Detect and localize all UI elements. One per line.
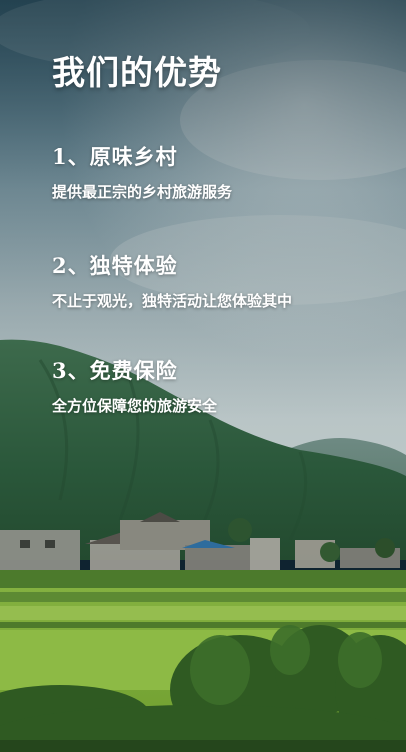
feature-title: 2、独特体验 bbox=[52, 253, 178, 278]
feature-item-unique-experience: 2、独特体验 不止于观光，独特活动让您体验其中 bbox=[52, 250, 392, 311]
feature-title: 3、免费保险 bbox=[52, 358, 178, 383]
page-title: 我们的优势 bbox=[52, 53, 222, 92]
feature-description: 提供最正宗的乡村旅游服务 bbox=[52, 183, 233, 201]
feature-item-free-insurance: 3、免费保险 全方位保障您的旅游安全 bbox=[52, 355, 392, 416]
feature-item-authentic-countryside: 1、原味乡村 提供最正宗的乡村旅游服务 bbox=[52, 141, 392, 202]
feature-title: 1、原味乡村 bbox=[52, 144, 178, 169]
feature-description: 不止于观光，独特活动让您体验其中 bbox=[52, 292, 293, 310]
feature-description: 全方位保障您的旅游安全 bbox=[52, 397, 218, 415]
